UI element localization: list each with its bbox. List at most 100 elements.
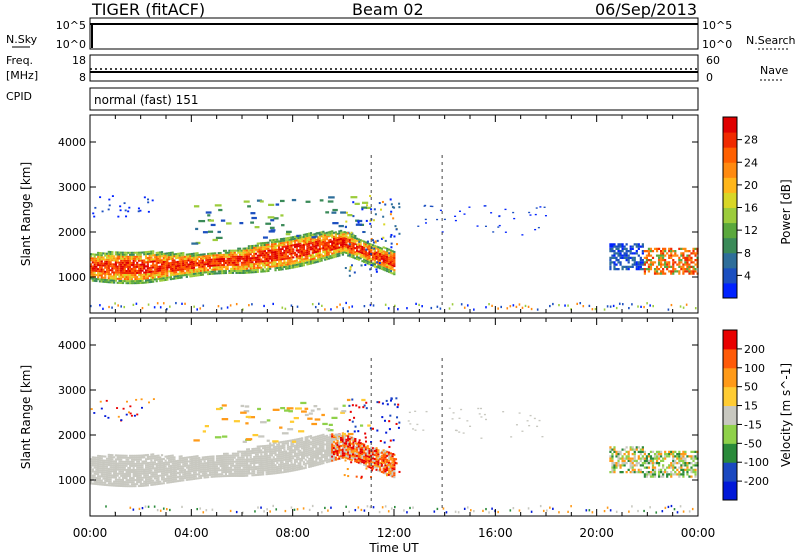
echo-cell [295, 466, 298, 469]
echo-cell [192, 264, 196, 267]
echo-cell [152, 483, 155, 486]
echo-cell [166, 276, 169, 279]
echo-cell [224, 255, 227, 258]
echo-cell [127, 456, 130, 459]
echo-cell [389, 249, 392, 252]
echo-cell [210, 258, 213, 261]
echo-cell [136, 276, 139, 279]
echo-cell [308, 439, 311, 442]
echo-cell [315, 455, 318, 459]
echo-cell [129, 473, 132, 476]
echo-cell [148, 471, 151, 474]
echo-cell [191, 269, 194, 272]
echo-cell [155, 264, 158, 267]
echo-cell [139, 277, 142, 280]
echo-cell [231, 474, 235, 477]
echo-cell [226, 468, 229, 471]
echo-streak [226, 222, 232, 225]
echo-cell [356, 444, 359, 447]
echo-cell [258, 449, 261, 452]
echo-cell [137, 476, 141, 479]
echo-cell [382, 465, 385, 468]
echo-cell [153, 278, 157, 281]
echo-cell [318, 237, 321, 240]
echo-cell [210, 455, 213, 458]
echo-cell [359, 243, 362, 246]
echo-cell [302, 444, 305, 447]
near-range-cell [451, 303, 454, 306]
echo-cell [231, 255, 235, 258]
echo-cell [359, 458, 362, 461]
near-range-cell [108, 305, 110, 309]
echo-cell [334, 438, 337, 441]
echo-cell [118, 482, 121, 485]
echo-cell [660, 250, 663, 253]
echo-cell [162, 474, 165, 477]
echo-cell [311, 463, 314, 466]
echo-cell [329, 456, 332, 459]
echo-cell [270, 462, 274, 465]
echo-cell [359, 247, 362, 250]
echo-cell [279, 264, 282, 267]
echo-cell [338, 457, 341, 460]
echo-cell [609, 256, 612, 259]
echo-cell [194, 459, 197, 462]
echo-cell [173, 277, 176, 280]
echo-cell [288, 265, 291, 268]
echo-cell [182, 457, 185, 460]
echo-cell [157, 474, 160, 477]
echo-cell [347, 453, 350, 456]
echo-cell [617, 254, 620, 257]
near-range-cell [135, 302, 138, 305]
echo-cell [302, 258, 305, 261]
echo-cell [159, 482, 162, 485]
echo-cell [627, 261, 630, 264]
echo-cell [173, 269, 176, 272]
echo-cell [102, 461, 105, 464]
echo-cell [306, 440, 309, 443]
echo-cell [246, 458, 249, 461]
echo-cell [118, 476, 121, 479]
echo-cell [137, 280, 141, 283]
echo-cell [148, 455, 151, 458]
echo-cell [192, 461, 196, 464]
echo-cell [196, 473, 199, 476]
echo-cell [203, 466, 206, 469]
echo-cell [393, 271, 396, 274]
echo-cell [313, 454, 316, 457]
echo-cell [345, 438, 348, 441]
echo-cell [141, 277, 144, 280]
echo-cell [237, 271, 240, 274]
echo-cell [178, 262, 181, 265]
echo-cell [281, 268, 284, 271]
echo-cell [95, 263, 98, 266]
near-range-cell [132, 303, 135, 306]
echo-cell [100, 461, 103, 464]
echo-cell [150, 483, 153, 486]
echo-cell [100, 481, 103, 484]
echo-cell [109, 259, 112, 262]
echo-cell [91, 468, 94, 471]
echo-cell [316, 250, 320, 253]
echo-cell [244, 253, 247, 256]
echo-cell [105, 465, 109, 468]
echo-cell [302, 451, 305, 454]
nsky-tick: 10^5 [56, 19, 86, 32]
echo-cell [320, 442, 323, 445]
echo-cell [325, 231, 329, 234]
echo-cell [666, 265, 669, 268]
echo-cell [104, 260, 107, 263]
echo-cell [285, 239, 288, 242]
echo-cell [288, 250, 291, 253]
echo-streak [267, 216, 275, 219]
echo-cell [657, 256, 661, 259]
echo-cell [212, 256, 215, 259]
echo-burst [353, 271, 356, 274]
echo-cell [348, 456, 352, 459]
echo-cell [136, 282, 139, 285]
echo-cell [125, 456, 128, 459]
echo-cell [168, 459, 171, 462]
echo-cell [357, 246, 360, 249]
echo-cell [325, 461, 329, 464]
echo-cell [269, 245, 272, 248]
